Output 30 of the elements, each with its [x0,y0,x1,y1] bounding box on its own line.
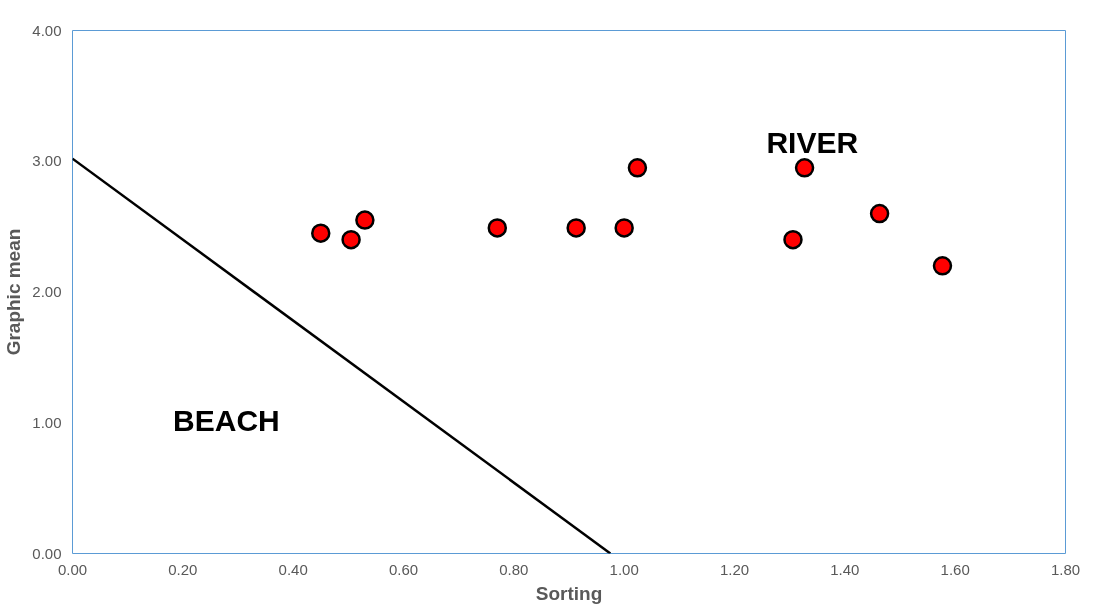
point [311,223,331,243]
point [794,158,815,178]
x-tick-label: 1.20 [719,560,750,578]
x-tick-label: 1.00 [609,560,639,578]
x-tick-label: 0.80 [499,560,529,578]
annotation: RIVER [766,126,859,160]
x-tick-label: 1.80 [1050,560,1081,578]
point [341,229,361,250]
y-tick-label: 2.00 [32,283,62,300]
x-tick-label: 1.60 [940,560,970,578]
point [783,229,803,250]
point [487,218,508,238]
y-tick-label: 1.00 [32,413,62,431]
point [566,218,586,238]
point [869,203,890,224]
point [627,158,648,178]
y-tick-label: 0.00 [32,544,62,562]
y-tick-label: 4.00 [32,21,62,39]
annotation: BEACH [173,403,280,437]
x-axis-title: Sorting [535,582,603,604]
point [614,218,634,238]
x-tick-label: 1.40 [830,560,860,578]
x-tick-label: 0.00 [57,560,88,578]
x-tick-label: 0.20 [168,560,198,578]
point [932,256,953,276]
x-tick-label: 0.40 [278,560,308,578]
y-axis-title: Graphic mean [3,228,25,356]
point [355,210,375,230]
x-tick-label: 0.60 [388,560,419,578]
y-tick-label: 3.00 [32,152,62,170]
